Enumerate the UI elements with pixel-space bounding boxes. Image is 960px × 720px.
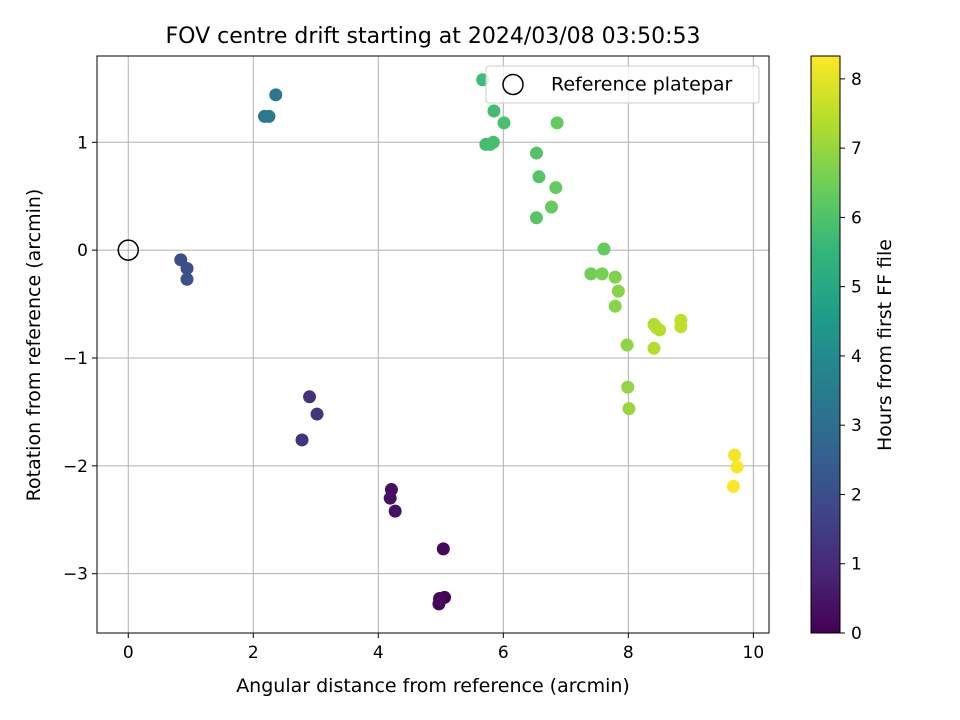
data-point xyxy=(310,407,324,421)
x-tick-label: 6 xyxy=(498,643,509,663)
legend: Reference platepar xyxy=(485,65,760,104)
data-point xyxy=(295,433,309,447)
data-point xyxy=(180,272,194,286)
data-point xyxy=(726,479,740,493)
legend-reference-marker-icon xyxy=(502,73,524,96)
colorbar-frame xyxy=(810,55,841,634)
data-point xyxy=(730,460,744,474)
grid xyxy=(97,56,769,633)
y-tick-label: 1 xyxy=(77,133,88,153)
data-point xyxy=(647,341,661,355)
reference-marker xyxy=(117,239,140,261)
data-point xyxy=(529,211,543,225)
reference-point xyxy=(117,239,140,261)
data-point xyxy=(620,338,634,352)
data-point xyxy=(674,320,688,334)
data-point xyxy=(611,284,625,298)
colorbar-tick-label: 0 xyxy=(851,624,862,644)
colorbar-ticks: 0 1 2 3 4 5 6 7 8 xyxy=(840,70,862,644)
x-tick-label: 10 xyxy=(743,643,765,663)
data-point xyxy=(653,323,667,337)
data-point xyxy=(388,504,402,518)
x-tick-label: 2 xyxy=(248,643,259,663)
colorbar-tick-label: 7 xyxy=(851,139,862,159)
data-point xyxy=(180,261,194,275)
legend-box xyxy=(485,65,760,104)
legend-entry: Reference platepar xyxy=(551,74,733,96)
data-point xyxy=(486,135,500,149)
y-tick-label: −3 xyxy=(63,565,88,585)
data-point xyxy=(728,448,742,462)
data-point xyxy=(608,299,622,313)
data-point xyxy=(549,181,563,195)
data-point xyxy=(269,88,283,102)
x-axis-ticks: 0 2 4 6 8 10 xyxy=(123,633,764,663)
colorbar-tick-label: 5 xyxy=(851,278,862,298)
data-point xyxy=(487,104,501,118)
x-tick-label: 0 xyxy=(123,643,134,663)
colorbar-tick-label: 1 xyxy=(851,555,862,575)
colorbar-tick-label: 6 xyxy=(851,208,862,228)
y-axis-ticks: −3 −2 −1 0 1 xyxy=(63,133,97,585)
colorbar-tick-label: 8 xyxy=(851,70,862,90)
data-point xyxy=(544,200,558,214)
chart-title: FOV centre drift starting at 2024/03/08 … xyxy=(166,24,701,49)
data-point xyxy=(529,146,543,160)
data-point xyxy=(622,402,636,416)
y-tick-label: −1 xyxy=(63,349,88,369)
data-points xyxy=(174,73,744,611)
x-axis-label: Angular distance from reference (arcmin) xyxy=(236,675,630,697)
plot-frame xyxy=(96,55,770,634)
data-point xyxy=(595,267,609,281)
colorbar-tick-label: 4 xyxy=(851,347,862,367)
x-tick-label: 8 xyxy=(623,643,634,663)
data-point xyxy=(550,116,564,130)
colorbar-tick-label: 3 xyxy=(851,416,862,436)
data-point xyxy=(532,170,546,184)
colorbar-tick-label: 2 xyxy=(851,485,862,505)
data-point xyxy=(383,491,397,505)
data-point xyxy=(303,390,317,404)
x-tick-label: 4 xyxy=(373,643,384,663)
data-point xyxy=(497,116,511,130)
data-point xyxy=(584,267,598,281)
colorbar xyxy=(811,56,840,633)
data-point xyxy=(621,380,635,394)
y-tick-label: −2 xyxy=(63,457,88,477)
data-point xyxy=(597,242,611,256)
data-point xyxy=(608,270,622,284)
data-point xyxy=(262,109,276,123)
data-point xyxy=(436,542,450,556)
y-axis-label: Rotation from reference (arcmin) xyxy=(23,189,45,502)
data-point xyxy=(433,591,447,605)
colorbar-label: Hours from first FF file xyxy=(874,239,896,451)
y-tick-label: 0 xyxy=(77,241,88,261)
